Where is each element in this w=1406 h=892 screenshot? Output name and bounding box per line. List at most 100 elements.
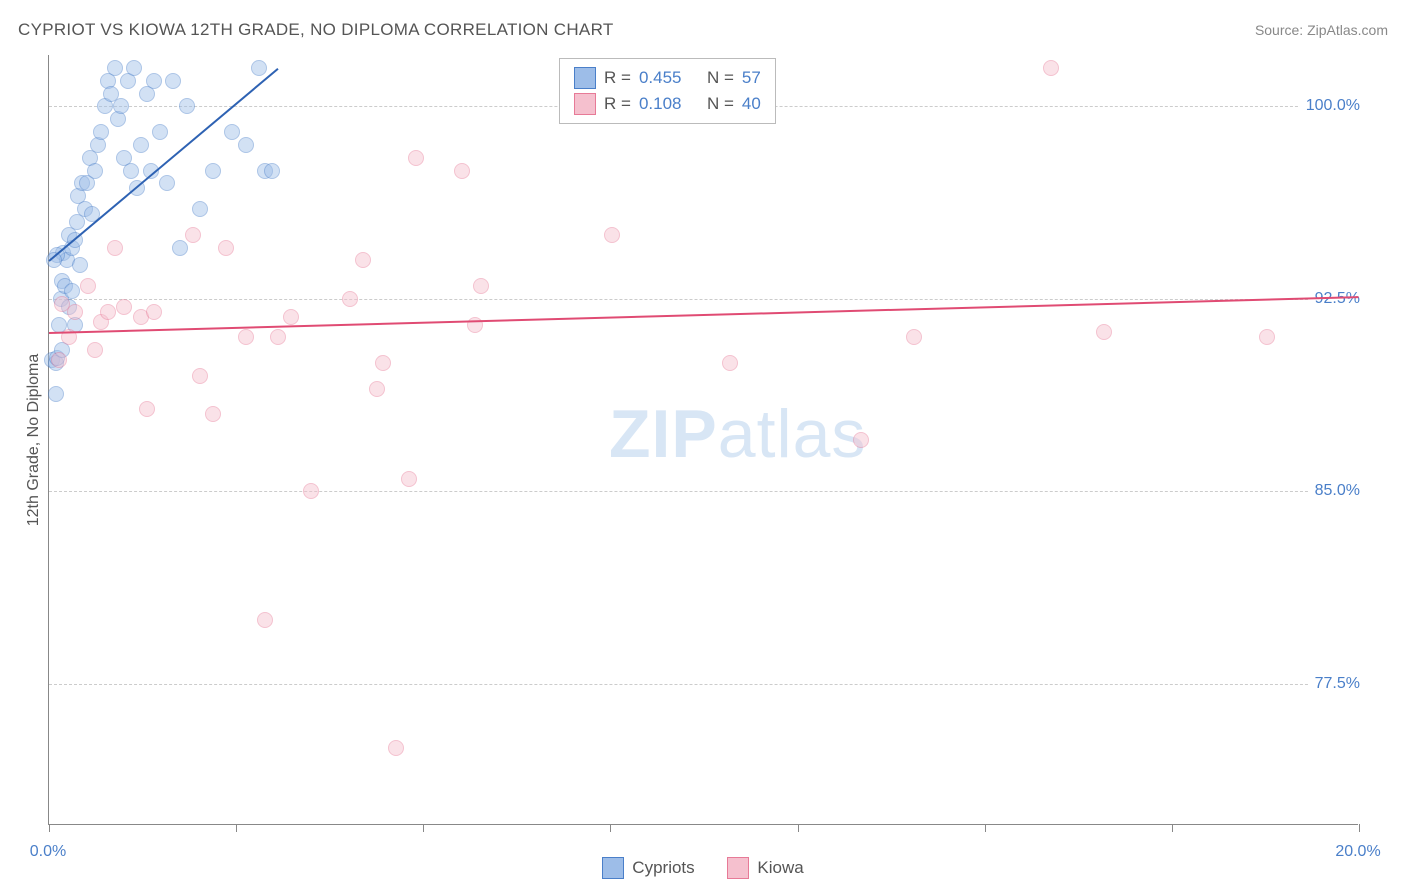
data-point: [113, 98, 129, 114]
data-point: [238, 137, 254, 153]
data-point: [1259, 329, 1275, 345]
data-point: [185, 227, 201, 243]
data-point: [80, 278, 96, 294]
data-point: [369, 381, 385, 397]
data-point: [179, 98, 195, 114]
x-tick: [236, 824, 237, 832]
data-point: [604, 227, 620, 243]
y-axis-label: 12th Grade, No Diploma: [25, 354, 43, 527]
x-tick: [610, 824, 611, 832]
data-point: [48, 386, 64, 402]
data-point: [722, 355, 738, 371]
swatch-kiowa: [727, 857, 749, 879]
regression-line: [49, 296, 1359, 334]
data-point: [107, 240, 123, 256]
data-point: [146, 73, 162, 89]
n-value: 57: [742, 68, 761, 88]
chart-title: CYPRIOT VS KIOWA 12TH GRADE, NO DIPLOMA …: [18, 20, 614, 40]
r-label: R =: [604, 68, 631, 88]
y-tick-label: 85.0%: [1309, 482, 1360, 500]
data-point: [146, 304, 162, 320]
data-point: [473, 278, 489, 294]
legend-label: Cypriots: [632, 858, 694, 878]
data-point: [388, 740, 404, 756]
data-point: [133, 137, 149, 153]
x-tick: [423, 824, 424, 832]
x-tick-label: 0.0%: [30, 843, 66, 861]
chart-container: CYPRIOT VS KIOWA 12TH GRADE, NO DIPLOMA …: [0, 0, 1406, 892]
legend-stats-row: R = 0.455 N = 57: [574, 65, 761, 91]
data-point: [454, 163, 470, 179]
gridline: [49, 299, 1358, 300]
r-value: 0.108: [639, 94, 699, 114]
data-point: [205, 163, 221, 179]
data-point: [342, 291, 358, 307]
data-point: [283, 309, 299, 325]
x-tick: [985, 824, 986, 832]
data-point: [107, 60, 123, 76]
swatch-icon: [574, 93, 596, 115]
data-point: [100, 304, 116, 320]
legend-item-kiowa: Kiowa: [727, 857, 803, 879]
plot-area: ZIPatlas 77.5%85.0%92.5%100.0%R =0.455N …: [48, 55, 1358, 825]
legend-label: Kiowa: [757, 858, 803, 878]
swatch-cypriots: [602, 857, 624, 879]
regression-line: [48, 68, 279, 262]
data-point: [72, 257, 88, 273]
data-point: [355, 252, 371, 268]
data-point: [67, 304, 83, 320]
data-point: [159, 175, 175, 191]
data-point: [853, 432, 869, 448]
legend-stats-row: R = 0.108 N = 40: [574, 91, 761, 117]
n-value: 40: [742, 94, 761, 114]
data-point: [123, 163, 139, 179]
x-tick: [49, 824, 50, 832]
x-tick-label: 20.0%: [1335, 843, 1380, 861]
watermark: ZIPatlas: [609, 395, 866, 473]
data-point: [192, 368, 208, 384]
data-point: [238, 329, 254, 345]
data-point: [408, 150, 424, 166]
legend-item-cypriots: Cypriots: [602, 857, 694, 879]
data-point: [172, 240, 188, 256]
data-point: [906, 329, 922, 345]
source-label: Source: ZipAtlas.com: [1255, 22, 1388, 38]
r-label: R =: [604, 94, 631, 114]
x-tick: [1359, 824, 1360, 832]
r-value: 0.455: [639, 68, 699, 88]
data-point: [303, 483, 319, 499]
y-tick-label: 77.5%: [1309, 675, 1360, 693]
data-point: [205, 406, 221, 422]
legend-bottom: Cypriots Kiowa: [0, 857, 1406, 884]
data-point: [270, 329, 286, 345]
data-point: [192, 201, 208, 217]
x-tick: [798, 824, 799, 832]
data-point: [1043, 60, 1059, 76]
data-point: [401, 471, 417, 487]
data-point: [251, 60, 267, 76]
data-point: [375, 355, 391, 371]
data-point: [218, 240, 234, 256]
x-tick: [1172, 824, 1173, 832]
n-label: N =: [707, 94, 734, 114]
data-point: [139, 401, 155, 417]
data-point: [264, 163, 280, 179]
gridline: [49, 684, 1358, 685]
legend-stats: R = 0.455 N = 57 R = 0.108 N = 40: [559, 58, 776, 124]
swatch-icon: [574, 67, 596, 89]
data-point: [87, 163, 103, 179]
data-point: [51, 352, 67, 368]
data-point: [152, 124, 168, 140]
n-label: N =: [707, 68, 734, 88]
data-point: [126, 60, 142, 76]
data-point: [467, 317, 483, 333]
data-point: [165, 73, 181, 89]
y-tick-label: 100.0%: [1300, 97, 1360, 115]
data-point: [257, 612, 273, 628]
data-point: [224, 124, 240, 140]
data-point: [93, 124, 109, 140]
data-point: [1096, 324, 1112, 340]
data-point: [116, 299, 132, 315]
data-point: [87, 342, 103, 358]
gridline: [49, 491, 1358, 492]
